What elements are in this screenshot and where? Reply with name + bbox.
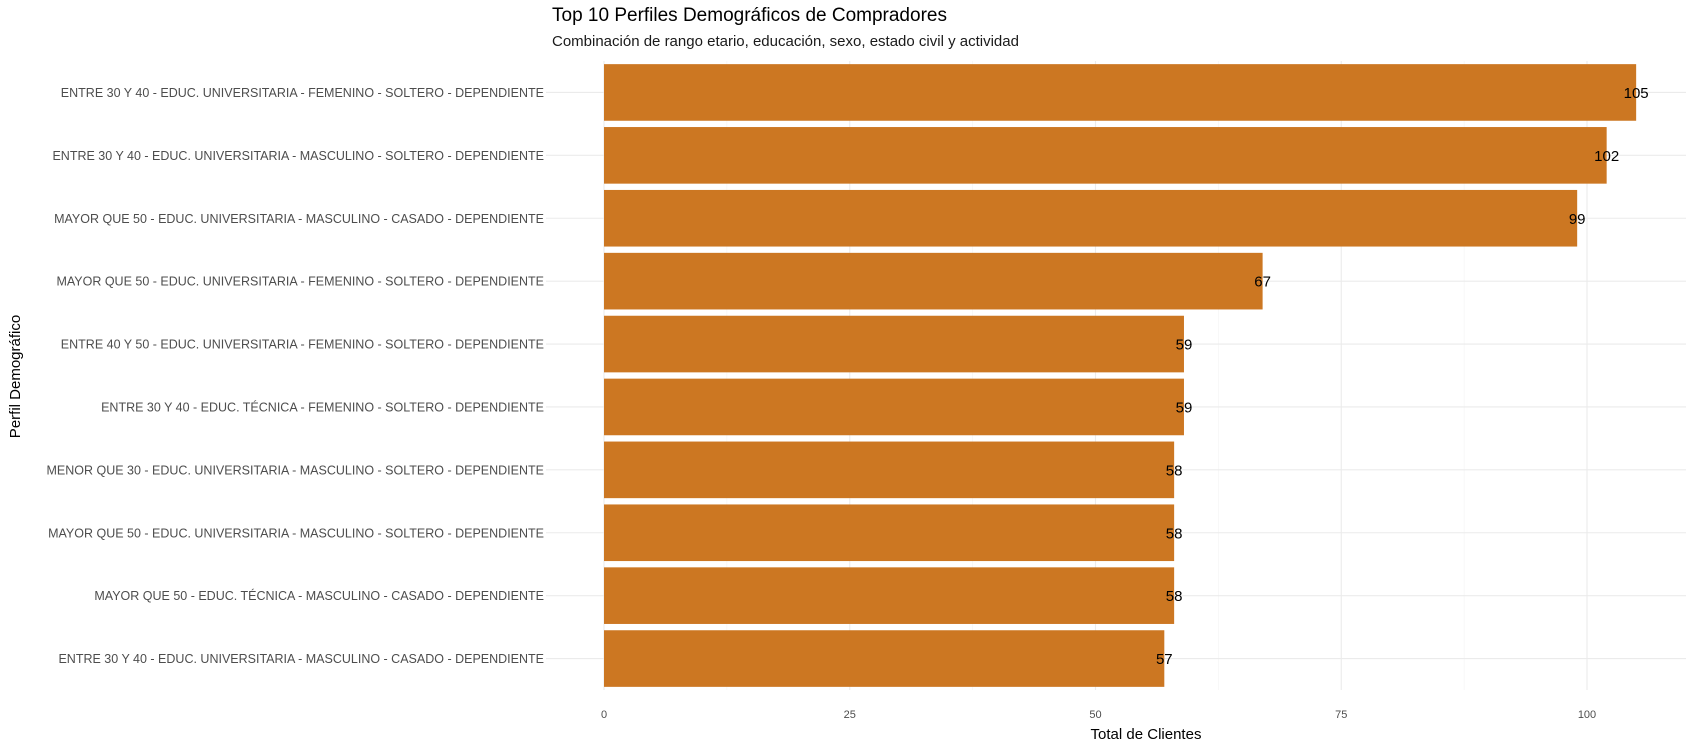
x-tick-label: 0 — [601, 709, 607, 721]
bar[interactable] — [604, 127, 1607, 184]
x-tick-label: 100 — [1578, 709, 1596, 721]
value-label: 67 — [1254, 274, 1271, 291]
value-label: 59 — [1176, 399, 1193, 416]
value-label: 105 — [1624, 85, 1649, 102]
value-label: 58 — [1166, 588, 1183, 605]
category-label: ENTRE 30 Y 40 - EDUC. UNIVERSITARIA - FE… — [61, 86, 544, 100]
value-label: 59 — [1176, 337, 1193, 354]
chart-subtitle: Combinación de rango etario, educación, … — [552, 33, 1019, 50]
category-label: ENTRE 30 Y 40 - EDUC. UNIVERSITARIA - MA… — [58, 652, 544, 666]
y-axis-title: Perfil Demográfico — [7, 315, 24, 438]
value-labels: 105 102 99 67 59 59 58 58 58 57 — [1156, 85, 1649, 668]
x-axis-title: Total de Clientes — [1091, 726, 1202, 743]
value-label: 99 — [1569, 211, 1586, 228]
bar[interactable] — [604, 64, 1637, 121]
category-label: ENTRE 30 Y 40 - EDUC. UNIVERSITARIA - MA… — [52, 149, 544, 163]
value-label: 57 — [1156, 651, 1173, 668]
bar[interactable] — [604, 315, 1184, 373]
category-label: ENTRE 40 Y 50 - EDUC. UNIVERSITARIA - FE… — [61, 338, 544, 352]
category-label: MAYOR QUE 50 - EDUC. UNIVERSITARIA - FEM… — [56, 275, 544, 289]
x-tick-label: 25 — [844, 709, 856, 721]
x-tick-label: 75 — [1335, 709, 1347, 721]
category-label: MAYOR QUE 50 - EDUC. TÉCNICA - MASCULINO… — [94, 588, 544, 603]
bar[interactable] — [604, 504, 1175, 562]
bar[interactable] — [604, 630, 1165, 687]
bar[interactable] — [604, 567, 1175, 624]
category-label: MENOR QUE 30 - EDUC. UNIVERSITARIA - MAS… — [46, 463, 544, 477]
category-label: MAYOR QUE 50 - EDUC. UNIVERSITARIA - MAS… — [48, 526, 544, 540]
bars — [604, 64, 1637, 687]
category-labels: ENTRE 30 Y 40 - EDUC. UNIVERSITARIA - FE… — [46, 86, 544, 666]
x-tick-labels: 0 25 50 75 100 — [601, 709, 1596, 721]
bar[interactable] — [604, 441, 1175, 499]
x-tick-label: 50 — [1089, 709, 1101, 721]
bar[interactable] — [604, 378, 1184, 436]
value-label: 102 — [1594, 148, 1619, 165]
category-label: ENTRE 30 Y 40 - EDUC. TÉCNICA - FEMENINO… — [101, 399, 544, 414]
category-label: MAYOR QUE 50 - EDUC. UNIVERSITARIA - MAS… — [54, 212, 544, 226]
bar[interactable] — [604, 252, 1263, 310]
value-label: 58 — [1166, 462, 1183, 479]
bar[interactable] — [604, 189, 1578, 247]
chart-title: Top 10 Perfiles Demográficos de Comprado… — [552, 5, 947, 26]
value-label: 58 — [1166, 525, 1183, 542]
